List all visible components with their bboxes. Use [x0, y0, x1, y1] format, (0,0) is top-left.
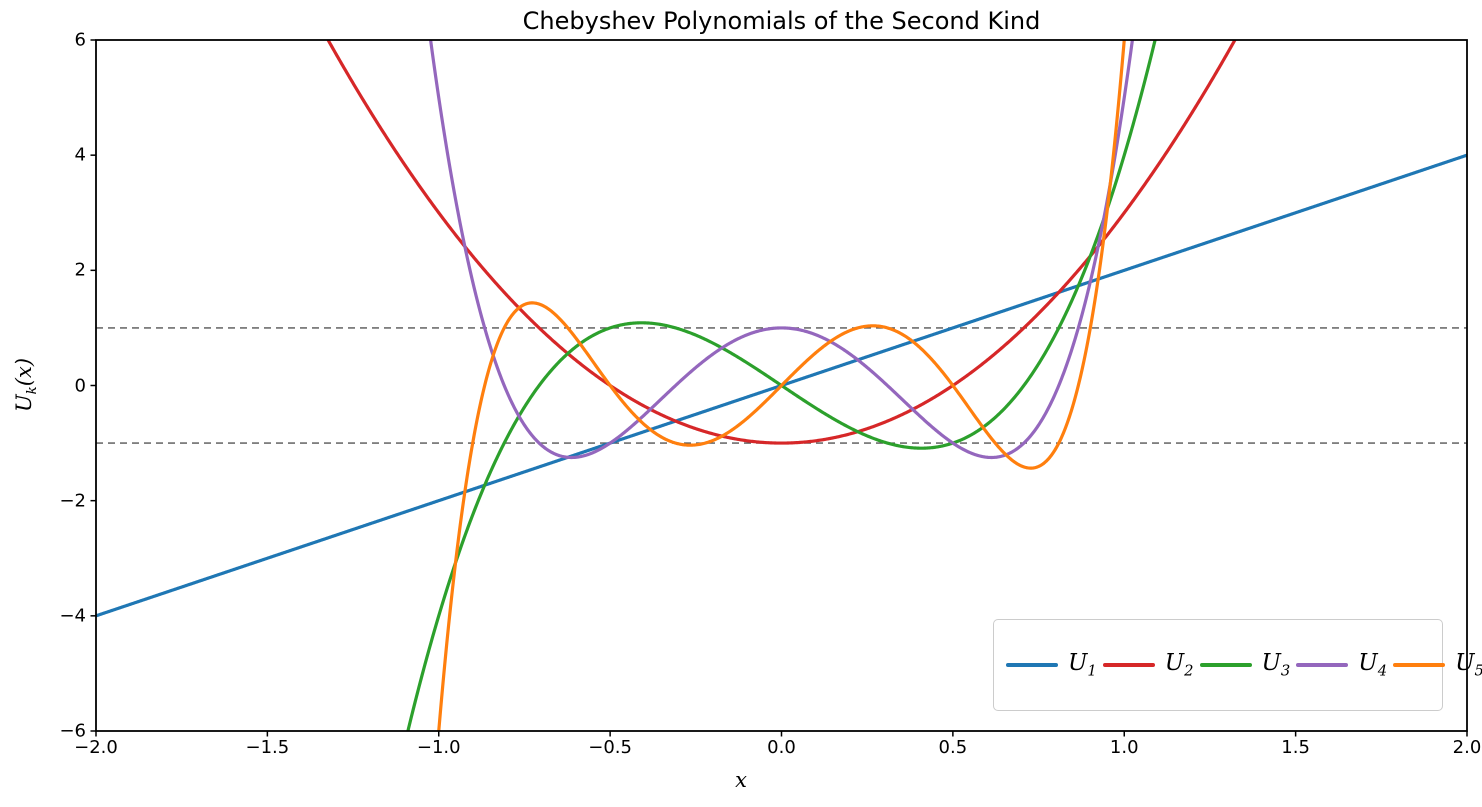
- legend-label-u4: U4: [1358, 650, 1388, 680]
- y-tick-label-6: 6: [74, 29, 86, 51]
- x-tick-label-1: −1.5: [245, 737, 290, 758]
- legend-swatch-u2: [1102, 663, 1155, 667]
- chart-title: Chebyshev Polynomials of the Second Kind: [522, 7, 1041, 35]
- legend-label-u1: U1: [1068, 650, 1097, 680]
- legend-entry-u3[interactable]: U3: [1199, 648, 1291, 682]
- data-curves: [96, 40, 1467, 731]
- legend-label-u2: U2: [1164, 650, 1194, 680]
- y-tick-label-3: 0: [74, 375, 86, 396]
- legend-swatch-u4: [1296, 663, 1349, 667]
- legend-label-u5: U5: [1455, 650, 1482, 680]
- curve-u4: [428, 40, 1135, 460]
- y-tick-label-5: 4: [74, 144, 86, 166]
- y-axis-label-text: Uk(x): [11, 357, 41, 413]
- legend-swatch-u1: [1006, 663, 1058, 667]
- x-tick-label-2: −1.0: [416, 737, 461, 758]
- y-tick-label-4: 2: [74, 259, 86, 281]
- x-tick-label-0: −2.0: [74, 737, 118, 758]
- legend-entry-u5[interactable]: U5: [1393, 648, 1482, 682]
- legend-entry-u4[interactable]: U4: [1296, 648, 1387, 682]
- y-axis-label: Uk(x): [12, 358, 40, 412]
- x-tick-label-6: 1.0: [1109, 737, 1139, 758]
- x-tick-label-4: 0.0: [767, 737, 796, 758]
- x-axis-label: x: [735, 768, 747, 792]
- legend-entry-u2[interactable]: U2: [1102, 648, 1194, 682]
- y-tick-label-2: −2: [59, 490, 86, 512]
- curve-u2: [326, 40, 1237, 445]
- legend-swatch-u3: [1199, 663, 1252, 667]
- x-tick-label-3: −0.5: [588, 737, 632, 758]
- legend-entry-u1[interactable]: U1: [1006, 648, 1097, 682]
- x-tick-label-5: 0.5: [938, 737, 968, 758]
- y-tick-label-1: −4: [59, 605, 86, 627]
- x-tick-label-8: 2.0: [1452, 737, 1482, 758]
- legend[interactable]: U1 U2 U3 U4 U5: [993, 619, 1482, 711]
- y-tick-label-0: −6: [59, 720, 86, 742]
- x-tick-label-7: 1.5: [1281, 737, 1310, 758]
- curve-u5: [437, 40, 1126, 731]
- axes-spines: [95, 39, 1468, 732]
- legend-swatch-u5: [1393, 663, 1446, 667]
- legend-label-u3: U3: [1261, 650, 1291, 680]
- axis-ticks: [90, 39, 1468, 737]
